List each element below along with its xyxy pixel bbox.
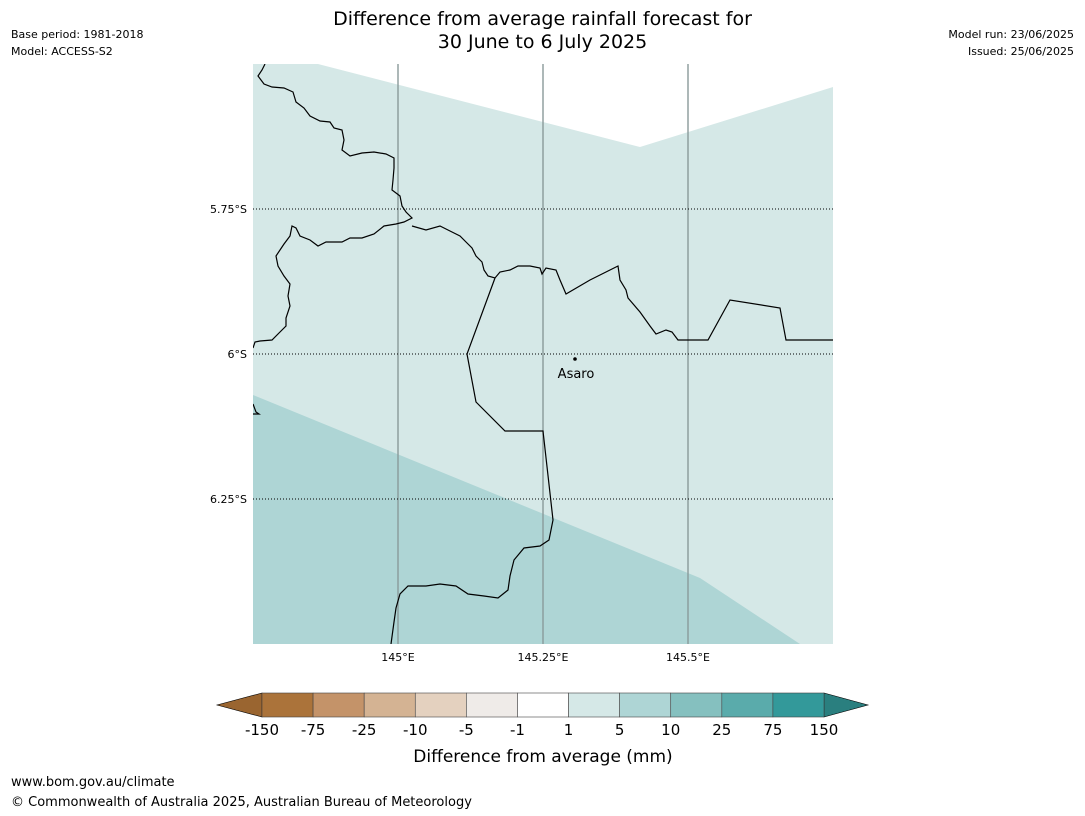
model-name: Model: ACCESS-S2: [11, 45, 113, 58]
place-label: Asaro: [558, 367, 595, 382]
colorbar-segment: [363, 692, 416, 718]
lon-label-145-5: 145.5°E: [666, 651, 710, 664]
colorbar-segment: [772, 692, 825, 718]
colorbar-tick-label: 75: [763, 721, 782, 739]
boundary-central: [411, 225, 833, 341]
title-line-1: Difference from average rainfall forecas…: [333, 8, 752, 30]
colorbar-segment: [261, 692, 314, 718]
place-marker-dot: [573, 357, 577, 361]
zone-dark: [253, 395, 800, 644]
boundary-south: [390, 277, 554, 644]
colorbar-tick-label: -10: [403, 721, 428, 739]
lon-label-145-25: 145.25°E: [518, 651, 569, 664]
colorbar-tick-label: 1: [564, 721, 574, 739]
colorbar-tick-label: 150: [810, 721, 839, 739]
colorbar-tick-label: -150: [245, 721, 279, 739]
footer-copyright: © Commonwealth of Australia 2025, Austra…: [11, 795, 472, 810]
model-run: Model run: 23/06/2025: [948, 28, 1074, 41]
colorbar-segment: [670, 692, 723, 718]
chart-title: Difference from average rainfall forecas…: [0, 8, 1085, 54]
colorbar-tick-label: 5: [615, 721, 625, 739]
colorbar-title: Difference from average (mm): [413, 747, 672, 767]
boundary-north: [253, 64, 414, 349]
colorbar-extend-low: [215, 692, 263, 718]
colorbar-tick-label: -75: [301, 721, 326, 739]
colorbar-tick-label: 10: [661, 721, 680, 739]
colorbar-segment: [312, 692, 365, 718]
lat-label-6: 6°S: [228, 348, 247, 361]
title-line-2: 30 June to 6 July 2025: [437, 31, 648, 53]
colorbar-tick-label: -25: [352, 721, 377, 739]
meta-left: Base period: 1981-2018 Model: ACCESS-S2: [11, 26, 143, 60]
colorbar-extend-high: [823, 692, 870, 718]
province-boundaries: [253, 64, 833, 644]
colorbar-tick-label: 25: [712, 721, 731, 739]
issued-date: Issued: 25/06/2025: [967, 45, 1074, 58]
lon-label-145: 145°E: [381, 651, 414, 664]
footer-url: www.bom.gov.au/climate: [11, 775, 175, 790]
lat-label-6-25: 6.25°S: [210, 493, 247, 506]
base-period: Base period: 1981-2018: [11, 28, 144, 41]
colorbar-tick-label: -5: [459, 721, 474, 739]
colorbar: -150 -75 -25 -10 -5 -1 1 5 10 25 75 150: [215, 692, 870, 739]
boundary-west-fragment: [253, 403, 261, 415]
meta-right: Model run: 23/06/2025 Issued: 25/06/2025: [948, 26, 1074, 60]
lat-label-5-75: 5.75°S: [210, 203, 247, 216]
colorbar-segment: [414, 692, 467, 718]
colorbar-segment: [721, 692, 774, 718]
colorbar-tick-label: -1: [510, 721, 525, 739]
colorbar-segment: [466, 692, 518, 718]
colorbar-segment: [517, 692, 569, 718]
colorbar-segment: [568, 692, 620, 718]
colorbar-segment: [619, 692, 672, 718]
